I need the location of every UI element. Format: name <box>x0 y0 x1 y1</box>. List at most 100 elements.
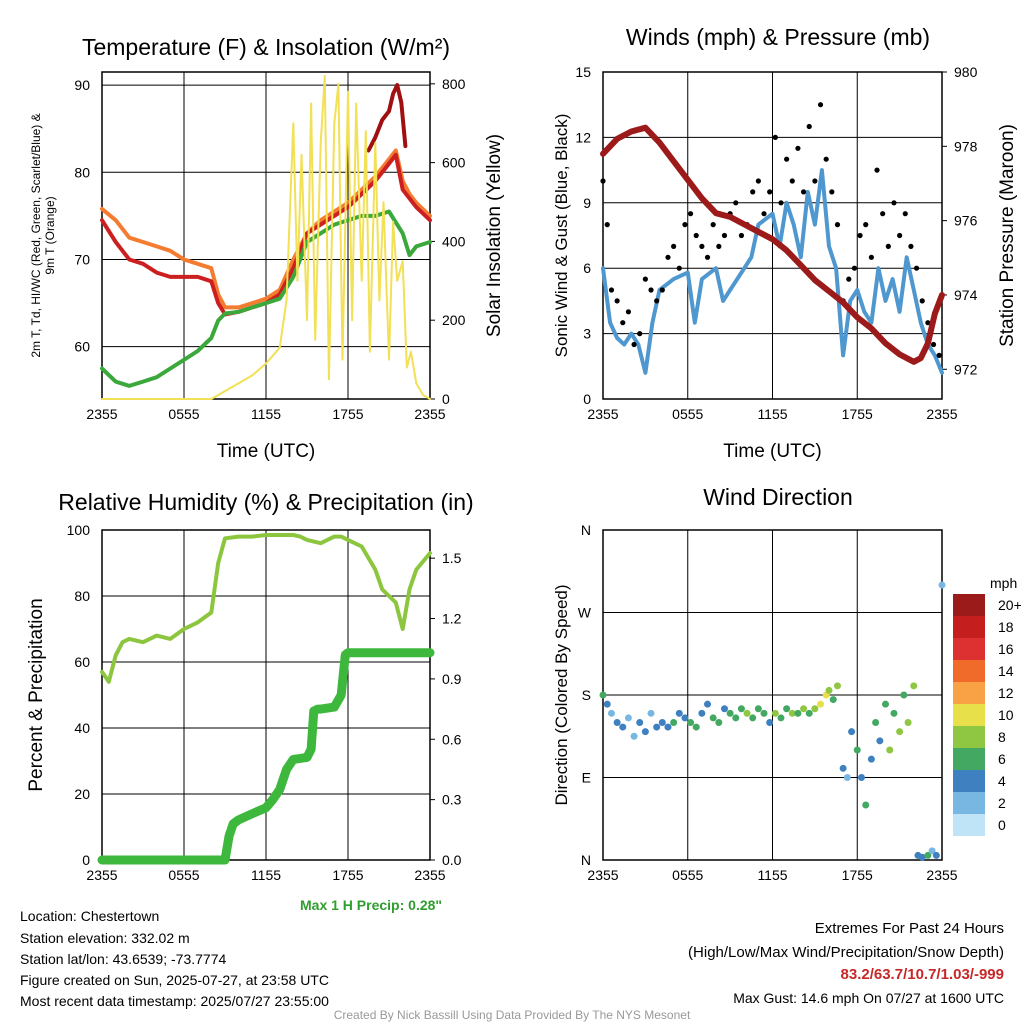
legend-label: 6 <box>998 751 1006 767</box>
gust-point <box>671 243 677 249</box>
direction-point <box>599 691 607 699</box>
gust-point <box>800 189 807 195</box>
direction-point <box>857 774 865 781</box>
legend-label: 20+ <box>998 597 1022 613</box>
direction-point <box>928 847 936 855</box>
gust-point <box>620 320 626 326</box>
y2-tick-label: 0.9 <box>442 671 462 687</box>
legend-label: 16 <box>998 641 1014 657</box>
direction-point <box>720 705 728 713</box>
x-axis-label: Time (UTC) <box>217 441 316 462</box>
legend-label: 0 <box>998 817 1006 833</box>
extremes-heading: Extremes For Past 24 Hours <box>814 920 1004 937</box>
direction-point <box>800 705 808 713</box>
elevation-text: Station elevation: 332.02 m <box>20 930 190 946</box>
direction-point <box>754 705 762 713</box>
x-tick-label: 2355 <box>587 867 618 883</box>
gust-point <box>784 156 790 162</box>
gust-point <box>834 222 841 228</box>
direction-point <box>743 709 751 717</box>
legend-swatch <box>953 726 985 748</box>
direction-point <box>783 705 791 713</box>
gust-point <box>930 341 937 348</box>
gust-point <box>902 211 908 217</box>
y2-tick-label: 976 <box>954 213 978 229</box>
y-tick-label: 100 <box>67 522 91 538</box>
credit-text: Created By Nick Bassill Using Data Provi… <box>333 1008 691 1022</box>
gust-point <box>885 243 891 249</box>
gust-point <box>608 287 615 293</box>
direction-point <box>794 709 802 717</box>
gust-point <box>868 254 874 260</box>
x-tick-label: 2355 <box>414 406 445 422</box>
direction-point <box>771 709 779 717</box>
legend-label: 4 <box>998 773 1006 789</box>
legend-label: 12 <box>998 685 1014 701</box>
direction-point <box>675 709 683 717</box>
x-tick-label: 2355 <box>926 406 957 422</box>
direction-point <box>862 801 870 809</box>
gust-point <box>817 102 824 108</box>
y-tick-label: S <box>582 687 591 703</box>
legend-label: 14 <box>998 663 1014 679</box>
gust-point <box>600 178 606 184</box>
extremes-subheading: (High/Low/Max Wind/Precipitation/Snow De… <box>688 944 1004 961</box>
direction-point <box>825 686 833 694</box>
direction-point <box>749 714 757 722</box>
direction-point <box>918 853 926 861</box>
direction-point <box>641 728 649 736</box>
y-tick-label: 15 <box>575 64 591 80</box>
x-tick-label: 0555 <box>168 867 199 883</box>
y2-tick-label: 974 <box>954 287 978 303</box>
heat_index-line <box>366 83 408 153</box>
direction-point <box>805 709 813 717</box>
y2-tick-label: 978 <box>954 138 978 154</box>
gust-point <box>908 243 914 249</box>
y2-tick-label: 0.0 <box>442 852 462 868</box>
y-tick-label: 80 <box>74 164 90 180</box>
gust-point <box>772 134 778 140</box>
y2-tick-label: 0.3 <box>442 792 462 808</box>
gust-point <box>913 265 920 271</box>
y-tick-label: 60 <box>74 654 90 670</box>
y2-axis-label: Station Pressure (Maroon) <box>997 124 1018 347</box>
direction-point <box>647 709 655 717</box>
direction-point <box>670 719 678 726</box>
gust-point <box>733 200 739 206</box>
direction-point <box>867 755 875 763</box>
y2-tick-label: 980 <box>954 64 978 80</box>
direction-point <box>715 719 723 726</box>
legend-swatch <box>953 594 985 616</box>
gust-point <box>891 200 897 206</box>
x-tick-label: 2355 <box>926 867 957 883</box>
direction-point <box>704 700 712 708</box>
direction-point <box>607 709 615 717</box>
y2-tick-label: 972 <box>954 361 978 377</box>
wind-line <box>601 168 944 375</box>
legend-label: 8 <box>998 729 1006 745</box>
gust-point <box>919 298 925 304</box>
pressure-line <box>600 124 945 365</box>
y2-axis-label: Solar Insolation (Yellow) <box>484 134 505 337</box>
y2-tick-label: 400 <box>442 233 466 249</box>
y2-tick-label: 200 <box>442 312 466 328</box>
max-precip-annotation: Max 1 H Precip: 0.28" <box>300 897 443 913</box>
plot-frame <box>101 71 431 400</box>
gust-point <box>795 145 801 151</box>
legend-swatch <box>953 660 985 682</box>
x-axis-label: Time (UTC) <box>723 441 822 462</box>
x-tick-label: 1755 <box>842 867 873 883</box>
gust-point <box>846 276 852 282</box>
gust-point <box>614 298 620 304</box>
direction-point <box>624 714 632 722</box>
gust-point <box>637 331 643 337</box>
gust-point <box>851 265 858 271</box>
legend-label: 18 <box>998 619 1014 635</box>
gust-point <box>925 320 931 326</box>
direction-point <box>726 709 734 717</box>
direction-point <box>904 719 912 726</box>
direction-point <box>653 723 661 731</box>
y-tick-label: 0 <box>82 852 90 868</box>
direction-point <box>872 719 880 726</box>
